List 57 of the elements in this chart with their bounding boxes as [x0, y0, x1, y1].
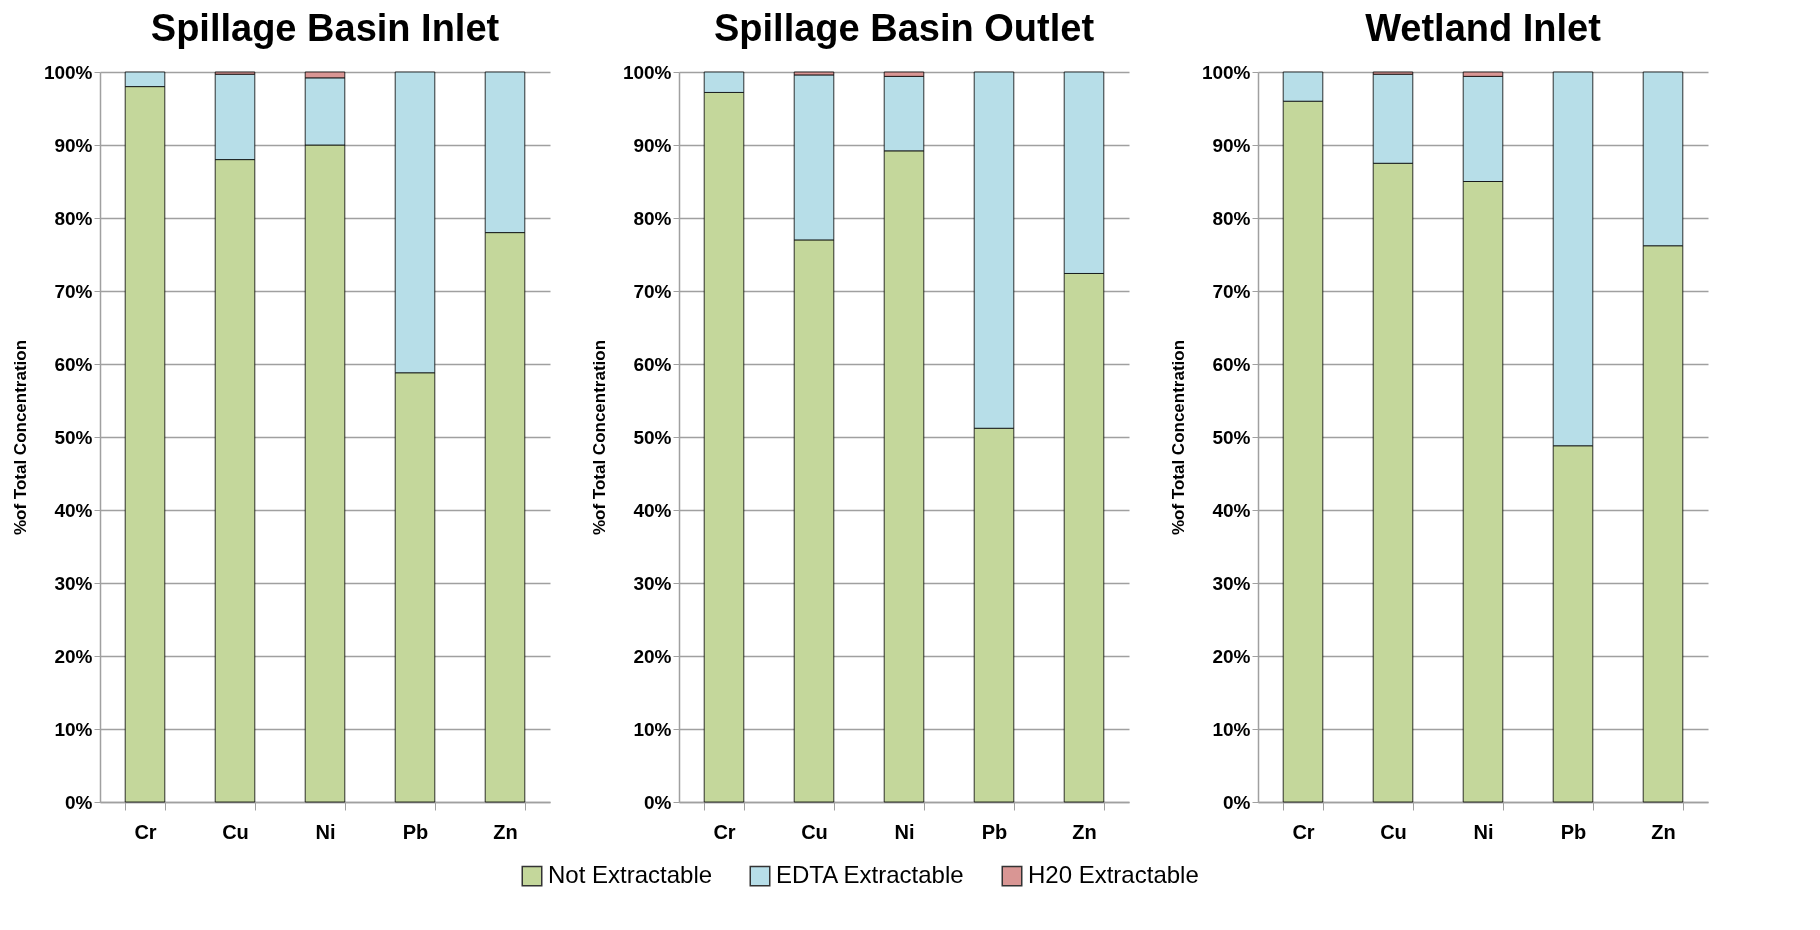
x-tick-label: Cr — [134, 820, 157, 843]
y-tick-label: 20% — [1212, 645, 1251, 667]
y-tick-label: 70% — [633, 280, 672, 302]
x-tick-label: Cr — [713, 820, 736, 843]
x-tick-label: Cr — [1292, 820, 1315, 843]
y-axis-title: %of Total Concentration — [589, 339, 609, 536]
y-tick-label: 40% — [54, 499, 93, 521]
y-tick-label: 80% — [1212, 207, 1251, 229]
y-tick-label: 10% — [1212, 718, 1251, 740]
y-tick-label: 90% — [54, 134, 93, 156]
y-tick-label: 70% — [54, 280, 93, 302]
y-tick-label: 30% — [633, 572, 672, 594]
y-axis-title: %of Total Concentration — [10, 339, 30, 536]
x-tick-label: Ni — [1473, 820, 1494, 843]
chart-title: Spillage Basin Inlet — [150, 7, 500, 49]
y-tick-label: 20% — [633, 645, 672, 667]
x-tick-label: Zn — [1651, 820, 1676, 843]
y-tick-label: 50% — [633, 426, 672, 448]
x-tick-label: Cu — [801, 820, 828, 843]
y-tick-label: 40% — [1212, 499, 1251, 521]
x-tick-label: Pb — [402, 820, 429, 843]
x-tick-label: Cu — [1380, 820, 1407, 843]
y-tick-label: 70% — [1212, 280, 1251, 302]
y-tick-label: 10% — [54, 718, 93, 740]
legend-label: H20 Extractable — [1028, 861, 1199, 889]
y-tick-label: 60% — [633, 353, 672, 375]
y-tick-label: 40% — [633, 499, 672, 521]
chart-title: Spillage Basin Outlet — [713, 7, 1095, 49]
y-tick-label: 90% — [1212, 134, 1251, 156]
y-tick-label: 100% — [622, 61, 672, 83]
legend-label: EDTA Extractable — [776, 861, 964, 889]
y-tick-label: 0% — [1223, 791, 1251, 813]
y-tick-label: 0% — [644, 791, 672, 813]
y-tick-label: 30% — [1212, 572, 1251, 594]
x-tick-label: Pb — [981, 820, 1008, 843]
x-tick-label: Zn — [493, 820, 518, 843]
y-tick-label: 80% — [633, 207, 672, 229]
y-tick-label: 50% — [54, 426, 93, 448]
y-tick-label: 100% — [1201, 61, 1251, 83]
y-tick-label: 30% — [54, 572, 93, 594]
y-tick-label: 80% — [54, 207, 93, 229]
y-tick-label: 10% — [633, 718, 672, 740]
x-tick-label: Ni — [315, 820, 336, 843]
legend-label: Not Extractable — [548, 861, 713, 889]
y-axis-title: %of Total Concentration — [1168, 339, 1188, 536]
y-tick-label: 60% — [54, 353, 93, 375]
chart-title: Wetland Inlet — [1365, 7, 1602, 49]
y-tick-label: 100% — [43, 61, 93, 83]
x-tick-label: Cu — [222, 820, 249, 843]
y-tick-label: 0% — [65, 791, 93, 813]
x-tick-label: Zn — [1072, 820, 1097, 843]
x-tick-label: Ni — [894, 820, 915, 843]
y-tick-label: 50% — [1212, 426, 1251, 448]
y-tick-label: 60% — [1212, 353, 1251, 375]
y-tick-label: 20% — [54, 645, 93, 667]
x-tick-label: Pb — [1560, 820, 1587, 843]
y-tick-label: 90% — [633, 134, 672, 156]
